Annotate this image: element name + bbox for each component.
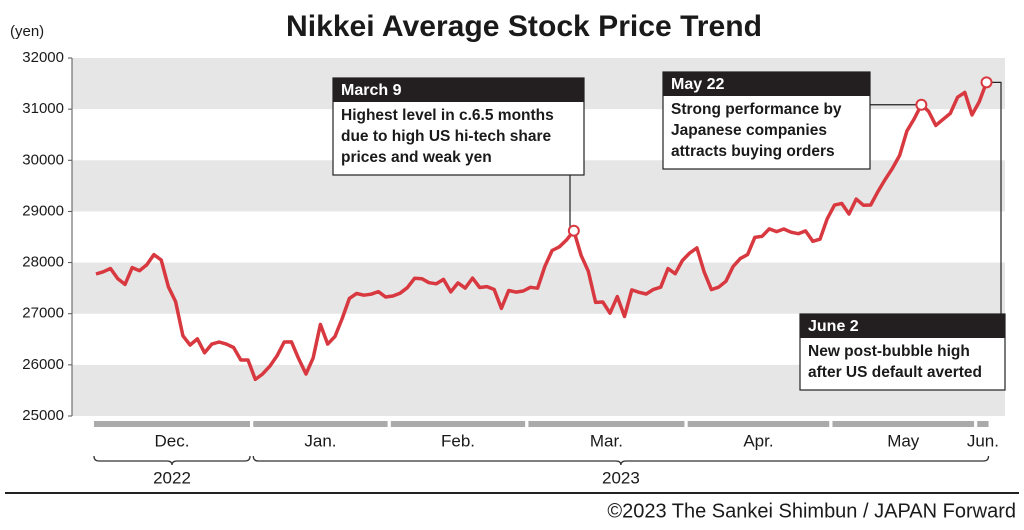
x-tick-label: Apr. bbox=[743, 431, 773, 450]
y-tick-label: 29000 bbox=[22, 202, 64, 219]
month-band bbox=[977, 421, 989, 427]
callout-text: Highest level in c.6.5 months bbox=[341, 107, 554, 124]
callout-text: New post-bubble high bbox=[808, 343, 970, 360]
y-tick-label: 31000 bbox=[22, 100, 64, 117]
month-band bbox=[528, 421, 685, 427]
year-bracket bbox=[93, 455, 251, 466]
x-tick-label: Feb. bbox=[441, 431, 475, 450]
x-tick-label: Jan. bbox=[304, 431, 336, 450]
callout-header bbox=[663, 72, 870, 96]
month-band bbox=[390, 421, 526, 427]
x-tick-label: Jun. bbox=[967, 431, 999, 450]
callout-text: after US default averted bbox=[808, 364, 982, 381]
y-tick-label: 26000 bbox=[22, 356, 64, 373]
callout-text: Strong performance by bbox=[671, 101, 842, 118]
month-band bbox=[687, 421, 830, 427]
y-tick-label: 25000 bbox=[22, 407, 64, 424]
month-band bbox=[253, 421, 388, 427]
x-tick-label: Dec. bbox=[155, 431, 190, 450]
y-tick-label: 30000 bbox=[22, 151, 64, 168]
callout-title: March 9 bbox=[341, 82, 402, 99]
y-tick-label: 28000 bbox=[22, 254, 64, 271]
x-tick-label: May bbox=[887, 431, 920, 450]
chart-title: Nikkei Average Stock Price Trend bbox=[286, 10, 762, 43]
callout-text: prices and weak yen bbox=[341, 149, 492, 166]
callout-header bbox=[800, 314, 1005, 338]
y-tick-label: 27000 bbox=[22, 305, 64, 322]
year-label: 2023 bbox=[602, 468, 640, 487]
footer: ©2023 The Sankei Shimbun / JAPAN Forward bbox=[607, 500, 1016, 522]
callout-header bbox=[333, 78, 584, 102]
price-line bbox=[95, 81, 989, 382]
callout-text: due to high US hi-tech share bbox=[341, 128, 552, 145]
month-band bbox=[832, 421, 975, 427]
month-band bbox=[94, 421, 251, 427]
callout-text: Japanese companies bbox=[671, 122, 827, 139]
callout-title: June 2 bbox=[808, 318, 859, 335]
y-tick-label: 32000 bbox=[22, 49, 64, 66]
point-marker bbox=[915, 98, 928, 111]
point-marker bbox=[567, 224, 580, 237]
x-tick-label: Mar. bbox=[590, 431, 623, 450]
year-label: 2022 bbox=[153, 468, 191, 487]
year-bracket bbox=[252, 455, 990, 466]
point-marker bbox=[980, 76, 993, 89]
callout-title: May 22 bbox=[671, 76, 724, 93]
callout-text: attracts buying orders bbox=[671, 143, 835, 160]
y-unit: (yen) bbox=[10, 23, 44, 40]
